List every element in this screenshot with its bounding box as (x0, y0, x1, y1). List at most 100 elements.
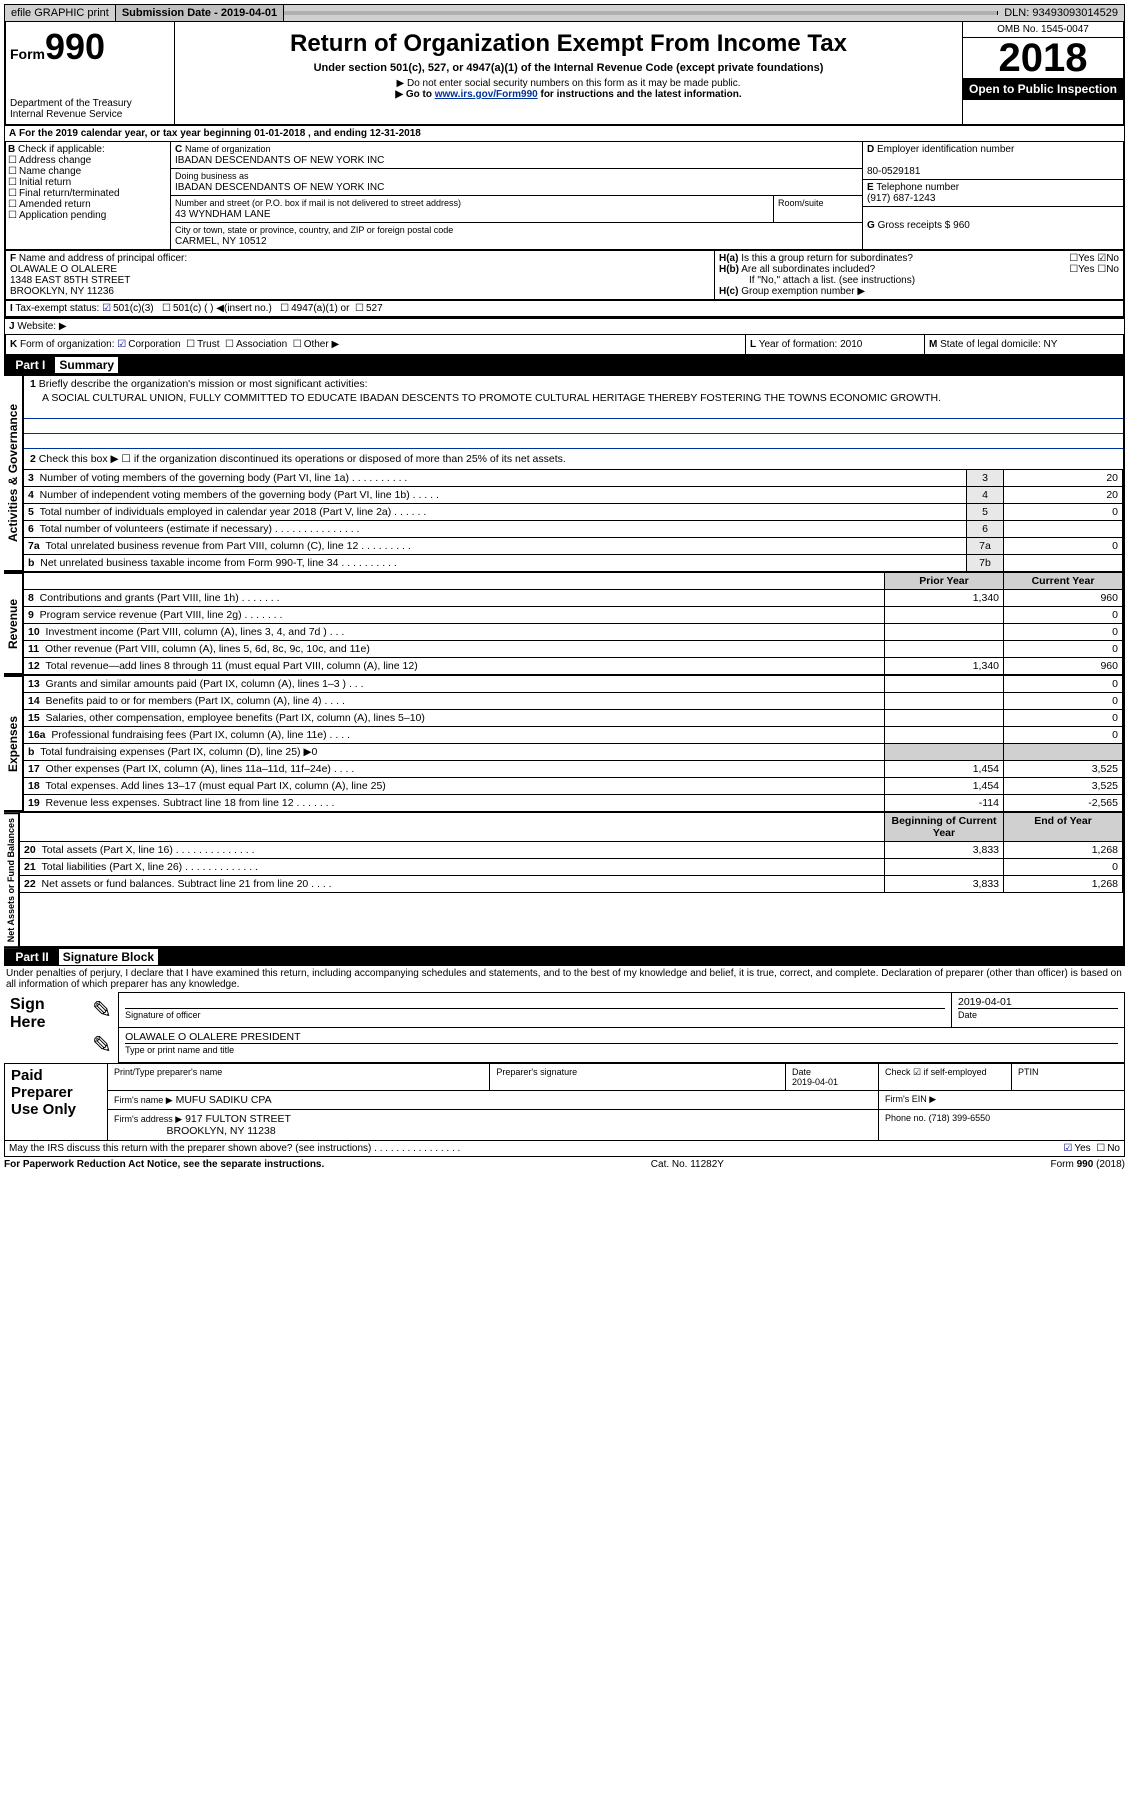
box-c: C Name of organizationIBADAN DESCENDANTS… (171, 142, 862, 249)
col-prior: Prior Year (885, 573, 1004, 590)
opt2: Initial return (19, 177, 71, 188)
gov-table: 3 Number of voting members of the govern… (24, 469, 1123, 572)
no-lbl: No (1107, 1143, 1120, 1154)
yes-lbl: Yes (1074, 1143, 1090, 1154)
chk-discuss-yes[interactable] (1063, 1143, 1074, 1154)
firm-ein-lbl: Firm's EIN ▶ (879, 1091, 1125, 1110)
table-row: 7a Total unrelated business revenue from… (24, 538, 1123, 555)
vlabel-gov: Activities & Governance (4, 374, 24, 572)
chk-corp[interactable] (117, 339, 128, 350)
i0: 501(c)(3) (113, 303, 154, 314)
header-mid: Return of Organization Exempt From Incom… (175, 22, 962, 124)
discuss-row: May the IRS discuss this return with the… (4, 1141, 1125, 1157)
yrform-lbl: Year of formation: (759, 339, 838, 350)
ij-block: I Tax-exempt status: 501(c)(3) 501(c) ( … (4, 301, 1125, 319)
chk-initial[interactable] (8, 177, 19, 188)
part1-num: Part I (15, 358, 45, 372)
part1-header: Part I Summary (4, 356, 1125, 374)
boxb-label: Check if applicable: (18, 144, 105, 155)
sig-officer-lbl: Signature of officer (125, 1010, 200, 1020)
firm-addr1: 917 FULTON STREET (185, 1113, 291, 1125)
table-row: b Net unrelated business taxable income … (24, 555, 1123, 572)
street: 43 WYNDHAM LANE (175, 209, 271, 220)
col-curr: Current Year (1004, 573, 1123, 590)
l1-text: Briefly describe the organization's miss… (39, 378, 368, 390)
h-note: If "No," attach a list. (see instruction… (749, 275, 915, 286)
table-row: 12 Total revenue—add lines 8 through 11 … (24, 658, 1123, 675)
c-name-lbl: Name of organization (185, 144, 271, 154)
firm-name-lbl: Firm's name ▶ (114, 1095, 173, 1105)
city: CARMEL, NY 10512 (175, 236, 267, 247)
table-row: 8 Contributions and grants (Part VIII, l… (24, 590, 1123, 607)
top-bar: efile GRAPHIC print Submission Date - 20… (4, 4, 1125, 22)
chk-discuss-no[interactable] (1096, 1143, 1107, 1154)
entity-info: B Check if applicable: Address change Na… (4, 142, 1125, 251)
ein-lbl: Employer identification number (877, 144, 1014, 155)
chk-pending[interactable] (8, 210, 19, 221)
self-emp: Check ☑ if self-employed (879, 1064, 1012, 1091)
ha-text: Is this a group return for subordinates? (741, 253, 913, 264)
prep-name-lbl: Print/Type preparer's name (108, 1064, 490, 1091)
efile-label: efile GRAPHIC print (5, 5, 116, 21)
phone-lbl: Phone no. (885, 1113, 926, 1123)
table-row: 9 Program service revenue (Part VIII, li… (24, 607, 1123, 624)
chk-other[interactable] (293, 339, 304, 350)
officer-addr1: 1348 EAST 85TH STREET (10, 275, 130, 286)
table-row: b Total fundraising expenses (Part IX, c… (24, 744, 1123, 761)
chk-527[interactable] (355, 303, 366, 314)
table-row: 10 Investment income (Part VIII, column … (24, 624, 1123, 641)
vlabel-exp: Expenses (4, 675, 24, 812)
exempt-lbl: Tax-exempt status: (15, 303, 99, 314)
pdate-lbl: Date (792, 1067, 811, 1077)
officer-name: OLAWALE O OLALERE (10, 264, 117, 275)
table-row: 14 Benefits paid to or for members (Part… (24, 693, 1123, 710)
street-lbl: Number and street (or P.O. box if mail i… (175, 198, 461, 208)
box-deg: D Employer identification number80-05291… (862, 142, 1123, 249)
opt1: Name change (19, 166, 81, 177)
i1: 501(c) ( ) ◀(insert no.) (173, 303, 272, 314)
table-row: 22 Net assets or fund balances. Subtract… (20, 876, 1123, 893)
date-lbl: Date (958, 1010, 977, 1020)
opt0: Address change (19, 155, 91, 166)
tel-lbl: Telephone number (876, 182, 959, 193)
discuss-text: May the IRS discuss this return with the… (9, 1143, 1063, 1154)
irs-link[interactable]: www.irs.gov/Form990 (435, 89, 538, 100)
form-subtitle: Under section 501(c), 527, or 4947(a)(1)… (179, 62, 958, 74)
part1-title: Summary (55, 357, 118, 373)
k3: Other ▶ (304, 339, 339, 350)
chk-4947[interactable] (280, 303, 291, 314)
ptin-lbl: PTIN (1012, 1064, 1125, 1091)
l2-text: Check this box ▶ ☐ if the organization d… (39, 453, 566, 465)
chk-namechg[interactable] (8, 166, 19, 177)
officer-printed: OLAWALE O OLALERE PRESIDENT (125, 1031, 1118, 1044)
net-table: Beginning of Current YearEnd of Year 20 … (20, 812, 1123, 893)
k1: Trust (197, 339, 219, 350)
table-row: 11 Other revenue (Part VIII, column (A),… (24, 641, 1123, 658)
table-row: 4 Number of independent voting members o… (24, 487, 1123, 504)
note2a: ▶ Go to (395, 89, 434, 100)
chk-assoc[interactable] (225, 339, 236, 350)
chk-501c3[interactable] (102, 303, 113, 314)
perjury-text: Under penalties of perjury, I declare th… (4, 966, 1125, 992)
chk-amended[interactable] (8, 199, 19, 210)
yrform-val: 2010 (840, 339, 862, 350)
chk-501c[interactable] (162, 303, 173, 314)
chk-final[interactable] (8, 188, 19, 199)
footer-mid: Cat. No. 11282Y (651, 1159, 724, 1170)
submission-date-btn[interactable]: Submission Date - 2019-04-01 (116, 5, 284, 21)
formorg-lbl: Form of organization: (20, 339, 115, 350)
table-row: 5 Total number of individuals employed i… (24, 504, 1123, 521)
page-footer: For Paperwork Reduction Act Notice, see … (4, 1157, 1125, 1172)
tax-year: 2018 (963, 38, 1123, 78)
prep-sig-lbl: Preparer's signature (490, 1064, 786, 1091)
vlabel-rev: Revenue (4, 572, 24, 675)
mission-line3 (24, 434, 1123, 449)
chk-trust[interactable] (186, 339, 197, 350)
chk-address[interactable] (8, 155, 19, 166)
table-row: 3 Number of voting members of the govern… (24, 470, 1123, 487)
dba-lbl: Doing business as (175, 171, 249, 181)
mission-line1 (24, 404, 1123, 419)
gross-lbl: Gross receipts $ (878, 220, 951, 231)
col-beg: Beginning of Current Year (885, 813, 1004, 842)
note-ssn: ▶ Do not enter social security numbers o… (179, 78, 958, 89)
